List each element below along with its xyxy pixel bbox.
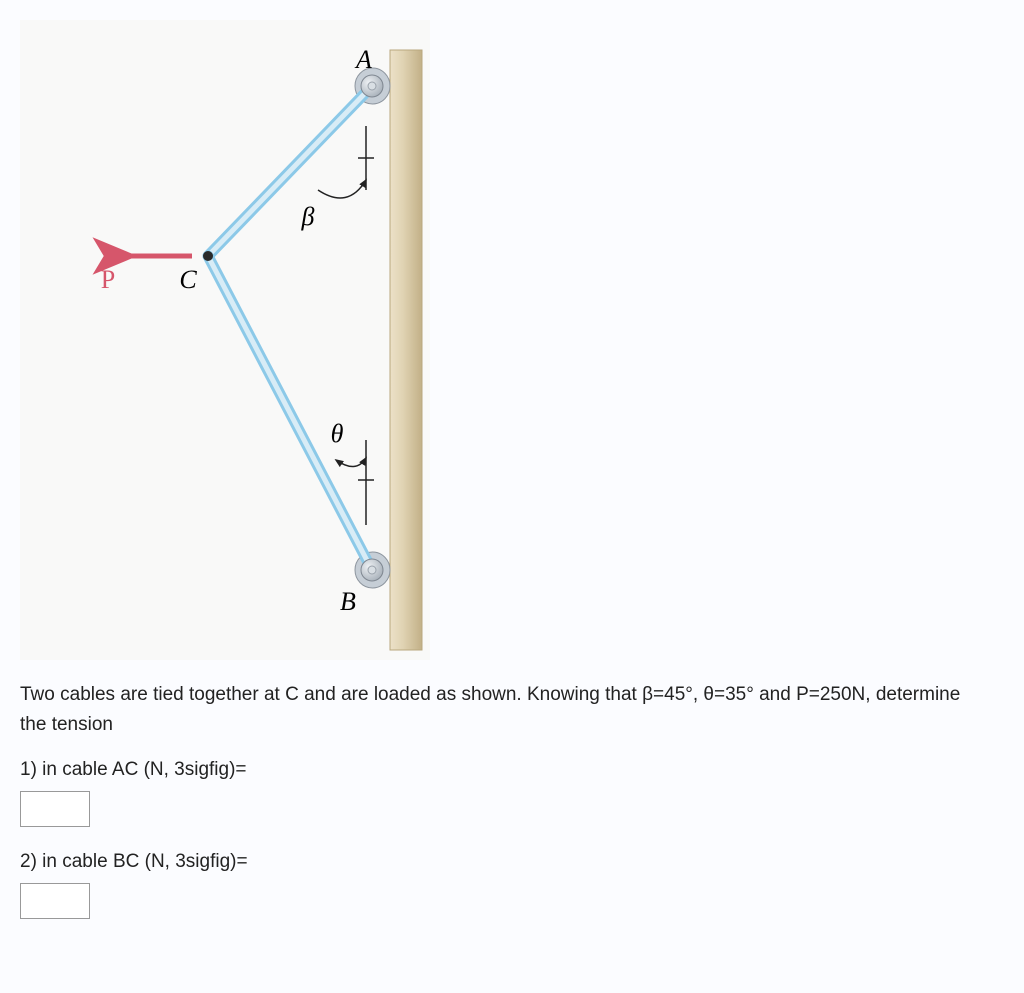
diagram-svg: A B C P β θ — [20, 20, 430, 660]
label-C: C — [179, 265, 197, 294]
beta-arc — [318, 180, 366, 198]
cable-AC — [208, 86, 372, 256]
answer-input-1[interactable] — [20, 791, 90, 827]
cable-BC — [208, 256, 372, 570]
theta-arc — [336, 458, 366, 467]
label-beta: β — [301, 202, 315, 231]
wall — [390, 50, 422, 650]
answer-input-2[interactable] — [20, 883, 90, 919]
label-P: P — [101, 265, 115, 294]
point-C — [203, 251, 213, 261]
label-theta: θ — [331, 419, 344, 448]
subquestion-2: 2) in cable BC (N, 3sigfig)= — [20, 851, 1004, 873]
subquestion-1: 1) in cable AC (N, 3sigfig)= — [20, 759, 1004, 781]
figure-container: A B C P β θ — [20, 20, 430, 660]
question-intro: Two cables are tied together at C and ar… — [20, 680, 980, 741]
label-A: A — [354, 45, 372, 74]
label-B: B — [340, 587, 356, 616]
